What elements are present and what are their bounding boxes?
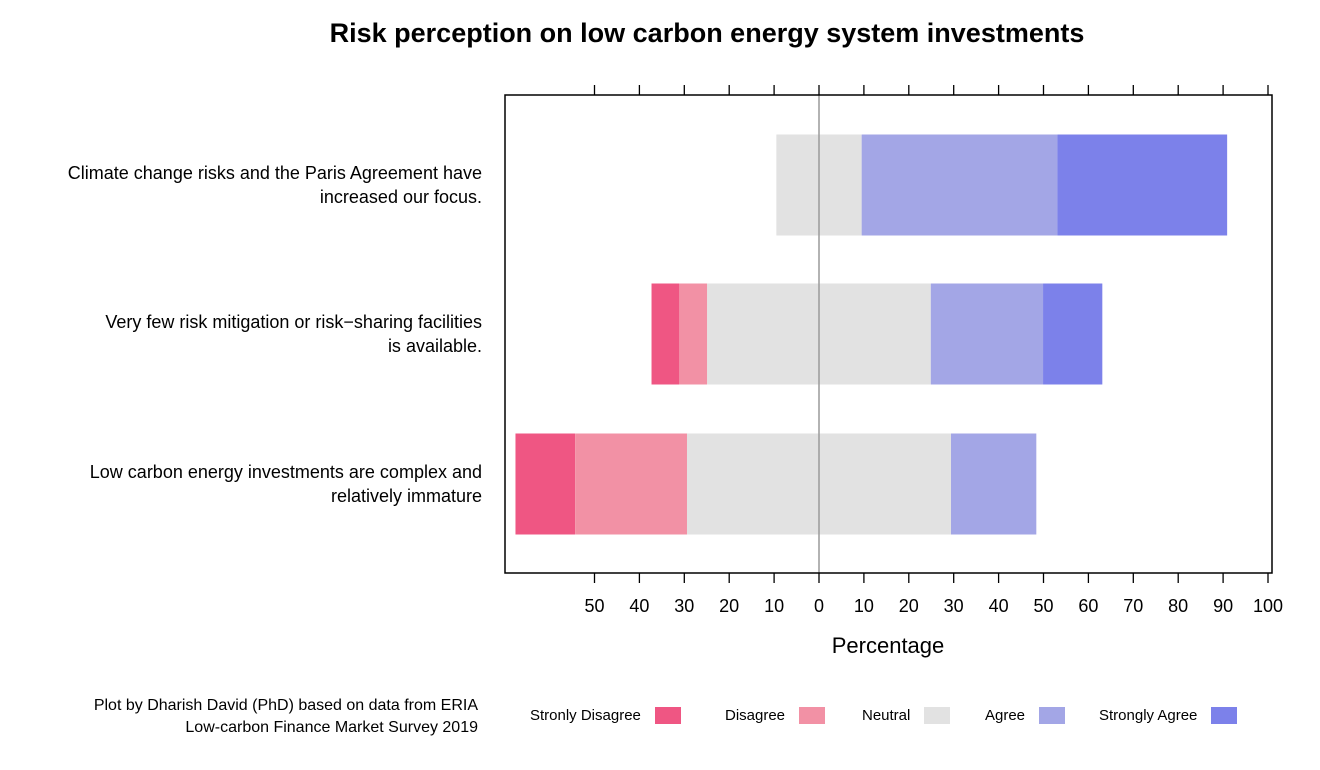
bar-row2-disagree (679, 283, 708, 385)
x-tick-label-8: 30 (944, 596, 964, 616)
legend-label-disagree: Disagree (725, 706, 786, 724)
x-tick-label-6: 10 (854, 596, 874, 616)
legend-swatch-disagree (799, 706, 826, 724)
legend-label-strongly-disagree: Stronly Disagree (530, 706, 641, 724)
x-tick-label-15: 100 (1253, 596, 1283, 616)
legend-label-agree: Agree (985, 706, 1026, 724)
legend-swatch-agree (1039, 706, 1066, 724)
x-tick-label-0: 50 (584, 596, 604, 616)
x-tick-label-5: 0 (814, 596, 824, 616)
legend-swatch-neutral (924, 706, 951, 724)
legend-label-neutral: Neutral (862, 706, 911, 724)
bar-row3-strongly-disagree (515, 433, 576, 535)
x-tick-label-3: 20 (719, 596, 739, 616)
legend-item-neutral: Neutral (862, 703, 951, 727)
category-label-3: Low carbon energy investments are comple… (2, 460, 482, 508)
legend-label-strongly-agree: Strongly Agree (1099, 706, 1198, 724)
x-tick-label-4: 10 (764, 596, 784, 616)
x-tick-label-9: 40 (989, 596, 1009, 616)
legend-item-strongly-disagree: Stronly Disagree (530, 703, 681, 727)
bar-row3-agree (951, 433, 1037, 535)
bar-row2-strongly-agree (1043, 283, 1103, 385)
category-label-1: Climate change risks and the Paris Agree… (2, 161, 482, 209)
legend-item-strongly-agree: Strongly Agree (1099, 703, 1238, 727)
x-tick-label-14: 90 (1213, 596, 1233, 616)
category-label-3-line-1: Low carbon energy investments are comple… (89, 462, 482, 482)
legend-swatch-strongly-agree (1211, 706, 1238, 724)
legend-swatch-strongly-disagree (654, 706, 681, 724)
credit-line-1: Plot by Dharish David (PhD) based on dat… (93, 697, 478, 714)
bar-row3-disagree (575, 433, 687, 535)
bar-row1-strongly-agree (1057, 134, 1228, 236)
bar-row1-agree (861, 134, 1058, 236)
x-tick-label-2: 30 (674, 596, 694, 616)
plot-frame (504, 94, 1273, 574)
legend-item-disagree: Disagree (725, 703, 826, 727)
category-label-1-line-2: increased our focus. (319, 187, 482, 207)
bar-row2-agree (930, 283, 1044, 385)
category-label-3-line-2: relatively immature (330, 486, 482, 506)
x-tick-label-12: 70 (1123, 596, 1143, 616)
x-tick-label-7: 20 (899, 596, 919, 616)
x-tick-label-13: 80 (1168, 596, 1188, 616)
x-axis-label: Percentage (832, 633, 945, 658)
category-label-1-line-1: Climate change risks and the Paris Agree… (67, 163, 482, 183)
x-tick-label-1: 40 (629, 596, 649, 616)
x-tick-label-10: 50 (1033, 596, 1053, 616)
category-label-2-line-1: Very few risk mitigation or risk−sharing… (105, 312, 482, 332)
x-tick-label-11: 60 (1078, 596, 1098, 616)
legend-item-agree: Agree (985, 703, 1066, 727)
credit-note: Plot by Dharish David (PhD) based on dat… (94, 695, 478, 739)
credit-line-2: Low-carbon Finance Market Survey 2019 (185, 719, 478, 736)
bar-row2-strongly-disagree (651, 283, 680, 385)
category-label-2: Very few risk mitigation or risk−sharing… (2, 310, 482, 358)
chart-title: Risk perception on low carbon energy sys… (329, 18, 1085, 48)
category-label-2-line-2: is available. (387, 336, 482, 356)
